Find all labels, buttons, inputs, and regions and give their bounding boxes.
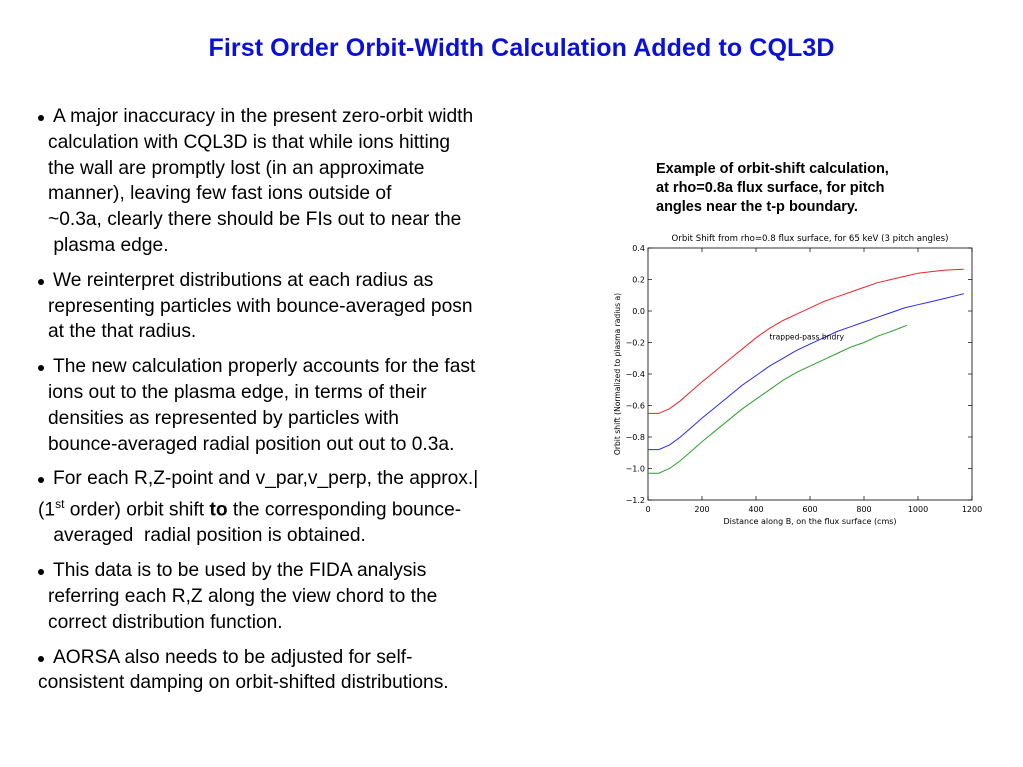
caption-line: at rho=0.8a flux surface, for pitch (656, 180, 885, 196)
chart-text-group: 0 200 400 600 800 1000 1200 0.4 0.2 0.0 −0.2 −0.4 −0… (613, 234, 982, 526)
series-line (648, 324, 908, 474)
bullet-text-line: correct distribution function. (48, 611, 283, 633)
chart-annotation: trapped-pass bndry (770, 332, 845, 341)
bullet-item: We reinterpret distributions at each rad… (38, 268, 578, 345)
y-tick-label: −0.4 (626, 370, 645, 379)
bullet-text-line: representing particles with bounce-avera… (48, 295, 473, 317)
figure-caption: Example of orbit-shift calculation, at r… (656, 160, 976, 217)
superscript-text: st (55, 497, 65, 512)
orbit-shift-chart: 0 200 400 600 800 1000 1200 0.4 0.2 0.0 −0.2 −0.4 −0… (613, 234, 982, 526)
bold-text: to (209, 499, 228, 521)
chart-title: Orbit Shift from rho=0.8 flux surface, f… (672, 234, 949, 244)
bullet-list: A major inaccuracy in the present zero-o… (38, 104, 578, 705)
bullet-dot-icon (38, 115, 44, 121)
bullet-text-line: densities as represented by particles wi… (48, 407, 399, 429)
y-tick-label: 0.4 (632, 244, 645, 253)
bullet-dot-icon (38, 365, 44, 372)
y-tick-label: −1.0 (626, 465, 645, 474)
bullet-text-line: ~0.3a, clearly there should be FIs out t… (48, 209, 462, 231)
bullet-dot-icon (38, 655, 44, 662)
chart-axes (647, 247, 973, 501)
x-tick-label: 1200 (962, 505, 982, 514)
bullet-dot-icon (38, 278, 44, 285)
bullet-text-line: referring each R,Z along the view chord … (48, 585, 438, 607)
plot-frame (647, 247, 973, 501)
bullet-text-line: at the that radius. (48, 321, 197, 343)
bullet-text-fragment: (1 (38, 499, 56, 521)
slide-title: First Order Orbit-Width Calculation Adde… (208, 34, 835, 62)
bullet-text-fragment: the corresponding bounce- (227, 499, 462, 521)
y-axis-label: Orbit shift (Normalized to plasma radius… (613, 293, 622, 455)
bullet-text-line: (1st order) orbit shift to the correspon… (38, 492, 578, 523)
bullet-text-line: AORSA also needs to be adjusted for self… (53, 646, 413, 668)
bullet-text-line: For each R,Z-point and v_par,v_perp, the… (53, 468, 479, 490)
x-tick-label: 0 (645, 505, 650, 514)
bullet-text-line: calculation with CQL3D is that while ion… (48, 131, 451, 153)
y-tick-label: −1.2 (626, 496, 645, 505)
bullet-text-line: This data is to be used by the FIDA anal… (53, 560, 427, 582)
bullet-text-line: We reinterpret distributions at each rad… (53, 269, 434, 291)
bullet-item: The new calculation properly accounts fo… (38, 354, 578, 457)
bullet-item: For each R,Z-point and v_par,v_perp, the… (38, 466, 578, 549)
bullet-text-line: ions out to the plasma edge, in terms of… (48, 381, 427, 403)
bullet-text-line: The new calculation properly accounts fo… (53, 356, 476, 378)
bullet-text-line: averaged radial position is obtained. (48, 525, 366, 547)
bullet-item: A major inaccuracy in the present zero-o… (38, 104, 578, 259)
y-tick-label: 0.2 (632, 276, 645, 285)
series-line (648, 293, 965, 451)
bullet-text-fragment: order) orbit shift (64, 499, 210, 521)
bullet-item: This data is to be used by the FIDA anal… (38, 558, 578, 635)
x-tick-label: 1000 (908, 505, 928, 514)
x-tick-label: 800 (856, 505, 871, 514)
x-tick-label: 400 (748, 505, 763, 514)
y-tick-label: 0.0 (632, 307, 645, 316)
bullet-dot-icon (38, 569, 44, 576)
bullet-text-line: bounce-averaged radial position out out … (48, 433, 455, 455)
x-tick-label: 200 (694, 505, 709, 514)
bullet-text-line: plasma edge. (48, 234, 169, 256)
bullet-text-line: A major inaccuracy in the present zero-o… (53, 106, 474, 127)
x-axis-label: Distance along B, on the flux surface (c… (723, 517, 896, 526)
y-tick-label: −0.8 (626, 433, 645, 442)
bullet-item: AORSA also needs to be adjusted for self… (38, 645, 578, 697)
caption-line: Example of orbit-shift calculation, (656, 161, 889, 177)
bullet-text-line: manner), leaving few fast ions outside o… (48, 183, 392, 205)
chart-series-group (648, 268, 965, 474)
caption-line: angles near the t-p boundary. (656, 199, 858, 215)
bullet-text-line: the wall are promptly lost (in an approx… (48, 157, 425, 179)
bullet-dot-icon (38, 477, 44, 484)
y-tick-label: −0.2 (626, 339, 645, 348)
y-tick-label: −0.6 (626, 402, 645, 411)
bullet-text-line: consistent damping on orbit-shifted dist… (38, 672, 449, 694)
series-line (648, 268, 964, 414)
x-tick-label: 600 (802, 505, 817, 514)
